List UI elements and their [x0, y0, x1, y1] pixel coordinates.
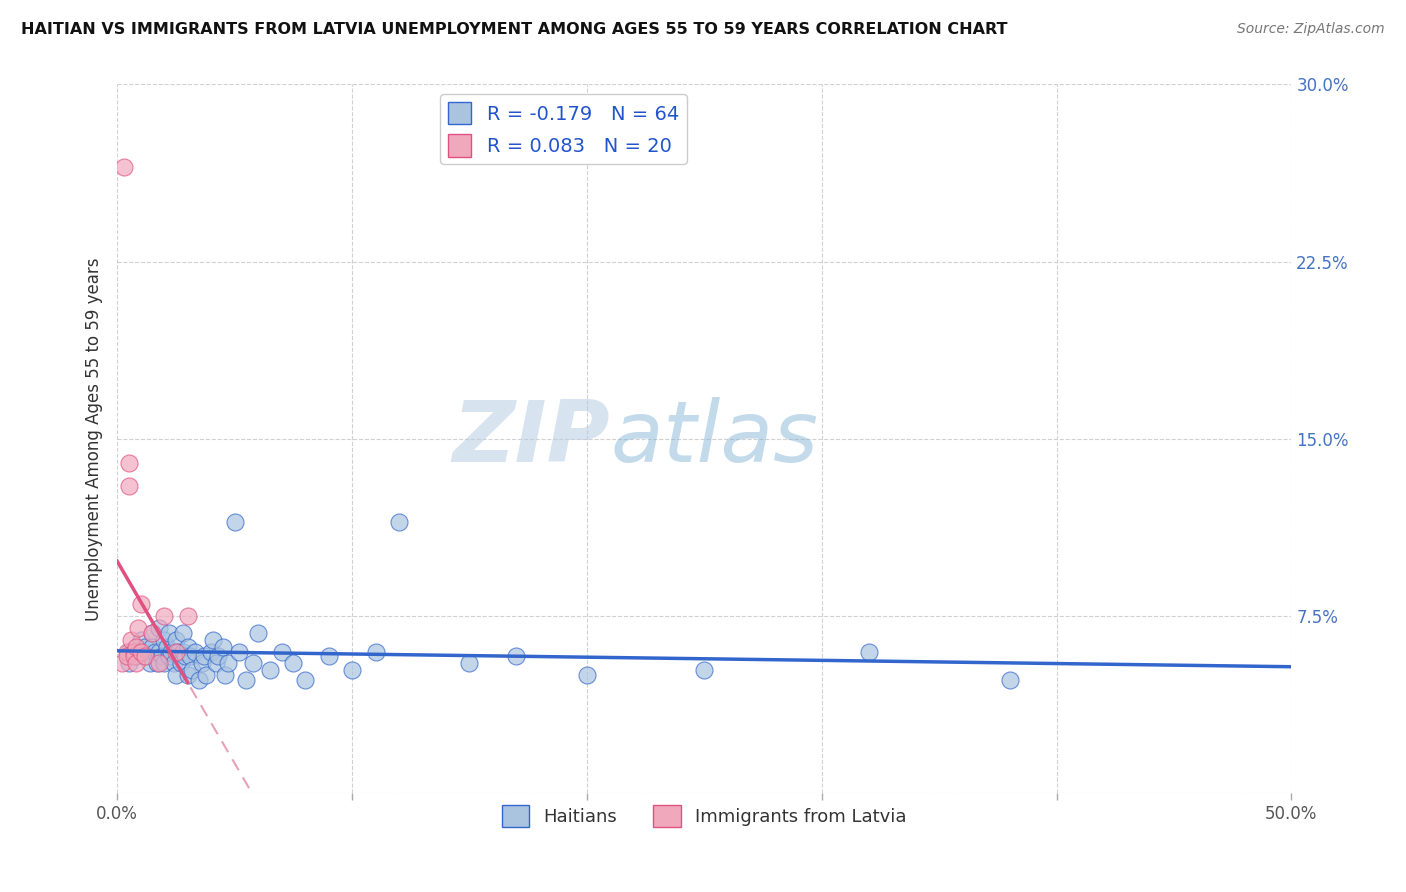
Text: atlas: atlas: [610, 398, 818, 481]
Point: [214, 668, 236, 682]
Point: [143, 644, 166, 658]
Point: [125, 657, 148, 671]
Point: [157, 625, 180, 640]
Point: [259, 664, 281, 678]
Point: [165, 668, 187, 682]
Point: [242, 657, 264, 671]
Text: Source: ZipAtlas.com: Source: ZipAtlas.com: [1237, 22, 1385, 37]
Point: [172, 644, 194, 658]
Point: [188, 673, 211, 687]
Point: [134, 649, 156, 664]
Point: [212, 640, 235, 654]
Point: [207, 649, 229, 664]
Y-axis label: Unemployment Among Ages 55 to 59 years: Unemployment Among Ages 55 to 59 years: [86, 257, 103, 621]
Point: [129, 644, 152, 658]
Point: [153, 609, 176, 624]
Point: [118, 657, 141, 671]
Point: [318, 649, 340, 664]
Point: [122, 649, 145, 664]
Point: [167, 644, 190, 658]
Text: HAITIAN VS IMMIGRANTS FROM LATVIA UNEMPLOYMENT AMONG AGES 55 TO 59 YEARS CORRELA: HAITIAN VS IMMIGRANTS FROM LATVIA UNEMPL…: [21, 22, 1008, 37]
Point: [176, 640, 198, 654]
Point: [141, 625, 163, 640]
Point: [115, 644, 138, 658]
Point: [235, 673, 257, 687]
Point: [146, 657, 169, 671]
Point: [179, 649, 201, 664]
Point: [148, 657, 170, 671]
Point: [153, 632, 176, 647]
Point: [125, 640, 148, 654]
Point: [228, 644, 250, 658]
Point: [157, 649, 180, 664]
Point: [200, 644, 222, 658]
Point: [224, 515, 246, 529]
Point: [129, 597, 152, 611]
Point: [505, 649, 527, 664]
Point: [193, 649, 215, 664]
Point: [217, 657, 239, 671]
Point: [118, 456, 141, 470]
Point: [129, 632, 152, 647]
Point: [458, 657, 481, 671]
Point: [150, 649, 173, 664]
Point: [162, 657, 184, 671]
Point: [294, 673, 316, 687]
Point: [190, 657, 212, 671]
Point: [247, 625, 270, 640]
Point: [118, 479, 141, 493]
Point: [181, 664, 204, 678]
Point: [112, 160, 135, 174]
Point: [129, 644, 152, 658]
Point: [364, 644, 387, 658]
Point: [134, 649, 156, 664]
Point: [153, 657, 176, 671]
Point: [858, 644, 880, 658]
Point: [270, 644, 292, 658]
Point: [204, 657, 226, 671]
Point: [169, 657, 191, 671]
Point: [118, 644, 141, 658]
Point: [283, 657, 305, 671]
Point: [141, 625, 163, 640]
Point: [174, 649, 197, 664]
Point: [693, 664, 716, 678]
Point: [148, 621, 170, 635]
Point: [141, 640, 163, 654]
Point: [202, 632, 225, 647]
Point: [176, 668, 198, 682]
Point: [176, 609, 198, 624]
Point: [388, 515, 411, 529]
Point: [125, 649, 148, 664]
Point: [155, 640, 177, 654]
Point: [575, 668, 598, 682]
Point: [165, 644, 187, 658]
Legend: Haitians, Immigrants from Latvia: Haitians, Immigrants from Latvia: [495, 797, 914, 834]
Point: [120, 632, 142, 647]
Point: [134, 640, 156, 654]
Point: [160, 644, 183, 658]
Point: [195, 668, 218, 682]
Point: [165, 632, 187, 647]
Point: [148, 644, 170, 658]
Point: [172, 625, 194, 640]
Point: [122, 644, 145, 658]
Point: [998, 673, 1021, 687]
Point: [340, 664, 363, 678]
Point: [115, 649, 138, 664]
Point: [111, 657, 134, 671]
Point: [127, 621, 149, 635]
Text: ZIP: ZIP: [453, 398, 610, 481]
Point: [183, 644, 205, 658]
Point: [139, 657, 162, 671]
